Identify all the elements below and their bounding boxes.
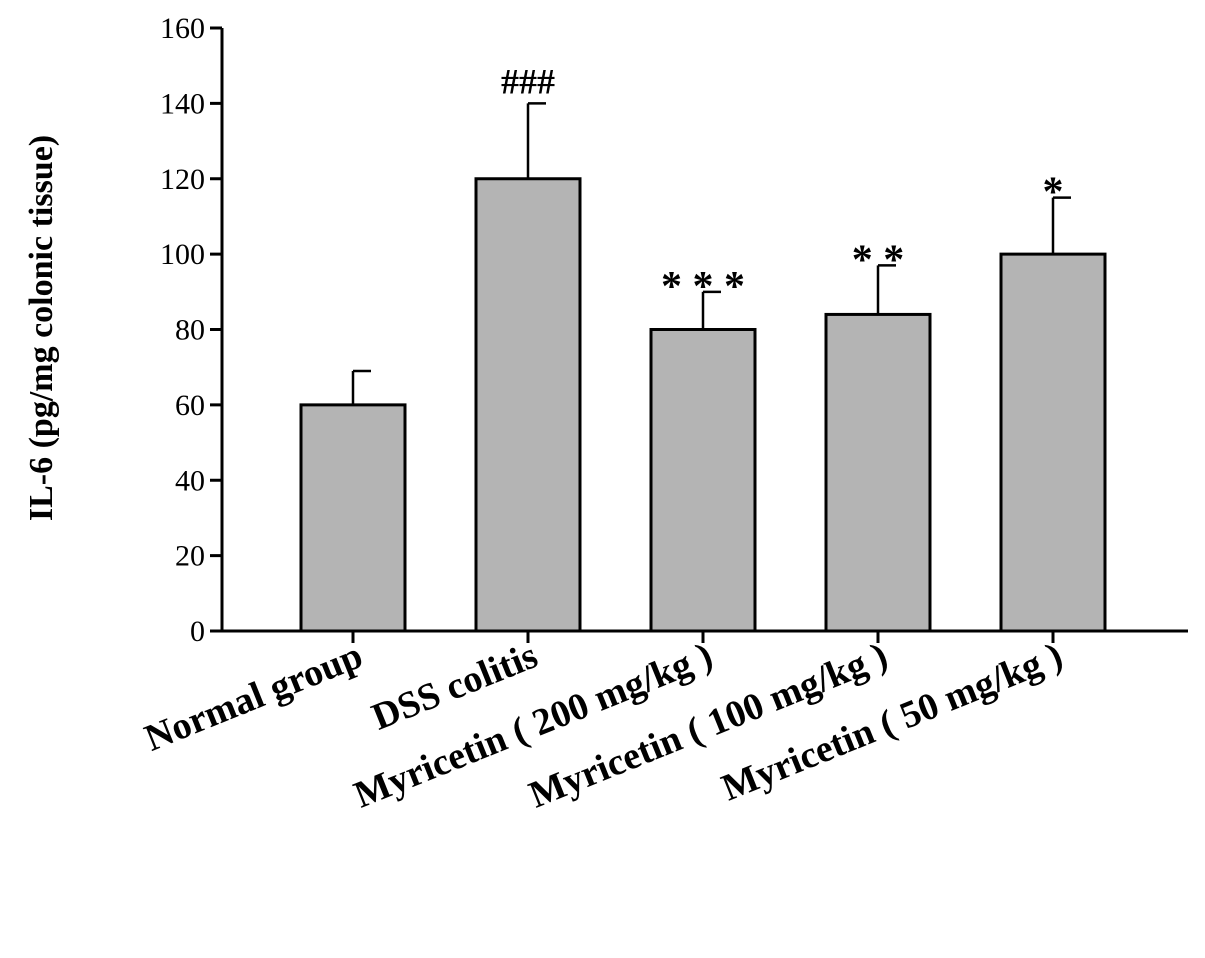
y-axis-label: IL-6 (pg/mg colonic tissue) <box>23 135 60 521</box>
y-tick-label: 80 <box>175 314 205 347</box>
y-tick-labels: 0 20 40 60 80 100 120 140 160 <box>160 12 205 648</box>
significance-marker: * * * <box>661 264 745 310</box>
bar <box>474 177 582 633</box>
significance-marker: ### <box>501 61 555 101</box>
bars <box>299 177 1107 633</box>
y-tick-label: 20 <box>175 540 205 573</box>
bar <box>999 252 1107 633</box>
bar <box>299 403 407 633</box>
bar <box>649 328 757 633</box>
y-tick-label: 140 <box>160 87 205 120</box>
significance-markers: ### * * * * * * <box>501 61 1064 309</box>
x-category-label: Normal group <box>139 634 368 759</box>
bar <box>824 312 932 633</box>
y-tick-label: 0 <box>190 615 205 648</box>
y-tick-label: 40 <box>175 464 205 497</box>
significance-marker: * <box>1043 170 1064 216</box>
y-tick-label: 160 <box>160 12 205 45</box>
y-tick-label: 120 <box>160 163 205 196</box>
error-bars <box>351 102 1071 405</box>
y-tick-label: 60 <box>175 389 205 422</box>
significance-marker: * * <box>852 237 905 283</box>
y-tick-label: 100 <box>160 238 205 271</box>
